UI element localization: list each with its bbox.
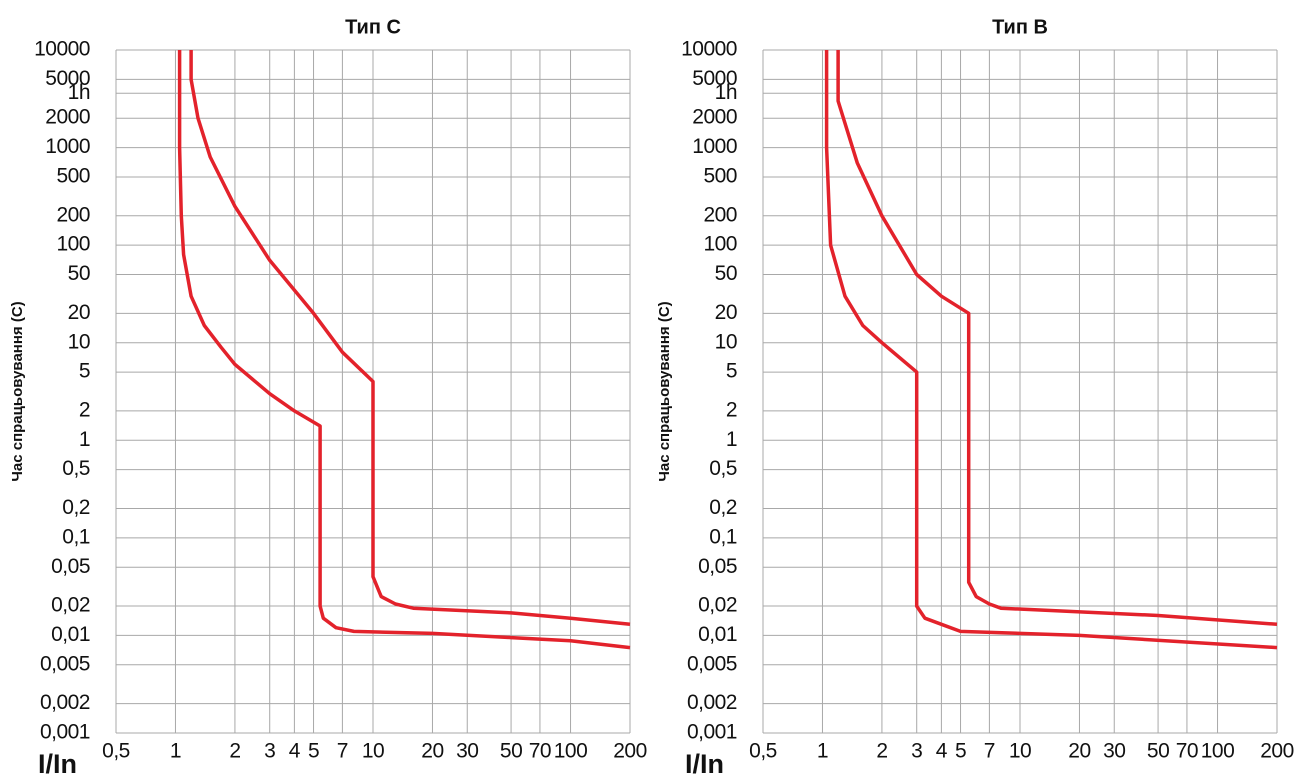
x-tick-label: 3 [264,740,275,763]
y-tick-label: 10000 [681,38,737,61]
x-tick-label: 100 [1201,740,1235,763]
x-axis-label: I/In [38,749,77,778]
curve [177,50,631,650]
x-tick-label: 20 [1068,740,1090,763]
y-tick-label: 10 [715,330,737,353]
chart: Тип C Час спрацьовування (С) I/In 0,001 0,00… [9,16,647,778]
y-tick-label: 0,002 [687,691,737,714]
x-tick-label: 7 [337,740,348,763]
chart-title: Тип B [992,16,1048,38]
y-tick-label: 1000 [692,135,737,158]
x-tick-label: 0,5 [102,740,130,763]
y-tick-label: 1h [715,81,737,104]
curve [189,50,631,627]
x-tick-label: 20 [421,740,443,763]
x-tick-label: 2 [229,740,240,763]
y-tick-label: 5 [726,360,737,383]
y-tick-label: 5000 [45,67,90,90]
y-tick-label: 0,01 [51,623,90,646]
y-tick-label: 100 [56,233,90,256]
y-tick-label: 0,5 [62,457,90,480]
x-tick-label: 70 [529,740,551,763]
x-tick-label: 2 [876,740,887,763]
y-tick-label: 10000 [34,38,90,61]
y-tick-label: 0,001 [687,721,737,744]
y-tick-label: 500 [56,164,90,187]
y-tick-label: 2000 [692,106,737,129]
x-tick-label: 1 [170,740,181,763]
curve [824,50,1278,650]
y-tick-label: 1h [68,81,90,104]
x-tick-label: 50 [500,740,522,763]
x-tick-label: 100 [554,740,588,763]
y-tick-label: 200 [703,203,737,226]
y-tick-label: 5 [79,360,90,383]
chart-title: Тип C [345,16,401,38]
x-tick-label: 10 [362,740,384,763]
x-tick-label: 10 [1009,740,1031,763]
x-tick-label: 30 [1103,740,1125,763]
y-tick-label: 0,002 [40,691,90,714]
y-tick-label: 0,05 [698,555,737,578]
y-tick-label: 2 [726,398,737,421]
y-tick-label: 0,1 [709,525,737,548]
y-tick-label: 100 [703,233,737,256]
y-tick-label: 0,005 [40,652,90,675]
curve [836,50,1278,627]
y-tick-label: 500 [703,164,737,187]
y-tick-label: 5000 [692,67,737,90]
y-tick-label: 0,001 [40,721,90,744]
x-tick-label: 70 [1176,740,1198,763]
x-tick-label: 0,5 [749,740,777,763]
y-tick-label: 0,01 [698,623,737,646]
x-tick-label: 200 [1260,740,1294,763]
x-tick-label: 4 [289,740,301,763]
y-tick-label: 0,5 [709,457,737,480]
chart: Тип B Час спрацьовування (С) I/In 0,001 0,00… [656,16,1294,778]
y-tick-label: 1000 [45,135,90,158]
x-tick-label: 3 [911,740,922,763]
x-tick-label: 5 [955,740,966,763]
y-tick-label: 0,1 [62,525,90,548]
y-axis-label: Час спрацьовування (С) [656,301,673,481]
y-tick-label: 0,2 [709,496,737,519]
y-tick-label: 0,005 [687,652,737,675]
y-tick-label: 200 [56,203,90,226]
y-tick-label: 50 [715,262,737,285]
x-tick-label: 7 [984,740,995,763]
x-tick-label: 1 [817,740,828,763]
x-axis-label: I/In [685,749,724,778]
y-tick-label: 10 [68,330,90,353]
y-axis-label: Час спрацьовування (С) [9,301,26,481]
x-tick-label: 5 [308,740,319,763]
y-tick-label: 0,05 [51,555,90,578]
y-tick-label: 2000 [45,106,90,129]
y-tick-label: 0,02 [51,594,90,617]
y-tick-label: 20 [715,301,737,324]
y-tick-label: 1 [79,428,90,451]
y-tick-label: 0,2 [62,496,90,519]
y-tick-label: 1 [726,428,737,451]
x-tick-label: 4 [936,740,948,763]
x-tick-label: 200 [613,740,647,763]
x-tick-label: 50 [1147,740,1169,763]
y-tick-label: 50 [68,262,90,285]
x-tick-label: 30 [456,740,478,763]
y-tick-label: 0,02 [698,594,737,617]
y-tick-label: 2 [79,398,90,421]
y-tick-label: 20 [68,301,90,324]
